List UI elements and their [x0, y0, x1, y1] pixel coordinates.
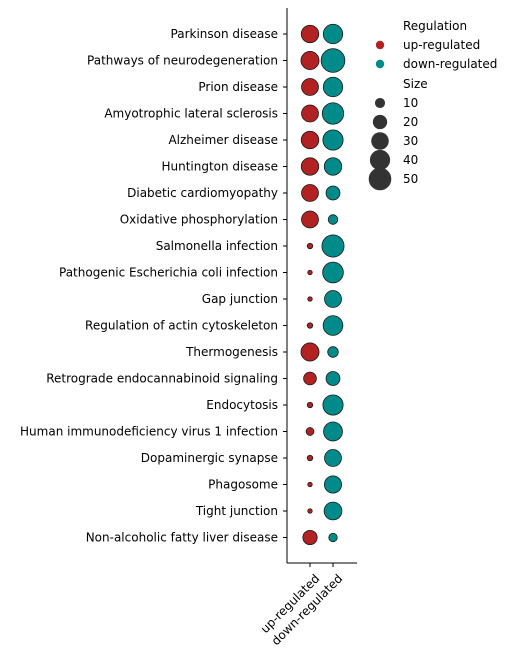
y-tick-label-prion-disease: Prion disease [198, 80, 278, 94]
bubble-down-regulated-diabetic-cardiomyopathy [325, 185, 341, 201]
bubble-up-regulated-tight-junction [307, 508, 313, 514]
legend-size-marker-30 [371, 132, 389, 150]
legend-size-label-50: 50 [403, 172, 418, 186]
legend-color-title: Regulation [403, 19, 467, 33]
y-tick-label-amyotrophic-lateral-sclerosis: Amyotrophic lateral sclerosis [104, 107, 278, 121]
bubble-down-regulated-huntington-disease [323, 157, 343, 176]
bubble-down-regulated-alzheimer-disease [322, 129, 344, 151]
bubble-up-regulated-pathogenic-escherichia-coli-infection [307, 269, 313, 276]
bubbles [300, 23, 346, 546]
legend-size-marker-20 [372, 114, 388, 130]
y-tick-label-tight-junction: Tight junction [195, 504, 278, 518]
legend-size-marker-10 [374, 97, 386, 109]
legend-size-label-40: 40 [403, 153, 418, 167]
bubble-down-regulated-phagosome [323, 475, 343, 494]
bubble-down-regulated-regulation-of-actin-cytoskeleton [322, 315, 344, 336]
y-tick-label-alzheimer-disease: Alzheimer disease [168, 133, 278, 147]
bubble-down-regulated-parkinson-disease [322, 23, 344, 45]
bubble-up-regulated-amyotrophic-lateral-sclerosis [301, 104, 319, 123]
y-tick-label-diabetic-cardiomyopathy: Diabetic cardiomyopathy [127, 186, 278, 200]
y-tick-label-parkinson-disease: Parkinson disease [171, 27, 278, 41]
legend-size-label-30: 30 [403, 134, 418, 148]
legend-size-items: 10 20 30 40 50 [368, 96, 418, 191]
bubble-up-regulated-oxidative-phosphorylation [301, 210, 319, 229]
y-tick-label-dopaminergic-synapse: Dopaminergic synapse [141, 451, 278, 465]
bubble-down-regulated-amyotrophic-lateral-sclerosis [321, 102, 345, 125]
bubble-down-regulated-pathways-of-neurodegeneration [320, 48, 346, 73]
legend-size-title: Size [403, 77, 428, 91]
y-ticks [283, 33, 287, 538]
bubble-up-regulated-non-alcoholic-fatty-liver-disease [302, 529, 318, 546]
bubble-up-regulated-parkinson-disease [300, 24, 320, 44]
y-tick-label-phagosome: Phagosome [208, 478, 278, 492]
legend-marker-down-regulated [375, 59, 385, 69]
bubble-up-regulated-retrograde-endocannabinoid-signaling [303, 371, 317, 386]
y-tick-label-non-alcoholic-fatty-liver-disease: Non-alcoholic fatty liver disease [86, 531, 278, 545]
bubble-up-regulated-phagosome [307, 481, 313, 488]
bubble-down-regulated-thermogenesis [327, 346, 339, 358]
bubble-down-regulated-tight-junction [323, 501, 343, 521]
bubble-up-regulated-dopaminergic-synapse [306, 454, 314, 462]
bubble-up-regulated-pathways-of-neurodegeneration [300, 51, 320, 70]
legend-size-label-20: 20 [403, 115, 418, 129]
legend-size-marker-40 [369, 149, 391, 171]
bubble-down-regulated-oxidative-phosphorylation [327, 214, 339, 225]
bubble-up-regulated-regulation-of-actin-cytoskeleton [306, 322, 314, 329]
bubble-up-regulated-huntington-disease [300, 157, 320, 176]
y-tick-label-gap-junction: Gap junction [202, 292, 278, 306]
bubble-up-regulated-gap-junction [307, 296, 313, 302]
bubble-up-regulated-salmonella-infection [306, 242, 314, 250]
bubble-up-regulated-endocytosis [306, 401, 314, 409]
legend-size-marker-50 [368, 167, 392, 191]
legend-label-down-regulated: down-regulated [403, 57, 497, 71]
legend: Regulation up-regulated down-regulated Si… [368, 19, 497, 191]
legend-marker-up-regulated [375, 40, 385, 50]
axes [286, 8, 357, 564]
legend-color-items: up-regulated down-regulated [375, 38, 497, 71]
y-tick-label-huntington-disease: Huntington disease [161, 160, 278, 174]
bubble-up-regulated-human-immunodeficiency-virus-1-infection [305, 427, 315, 436]
bubble-down-regulated-gap-junction [324, 290, 342, 308]
bubble-down-regulated-human-immunodeficiency-virus-1-infection [323, 421, 343, 442]
y-tick-label-pathogenic-escherichia-coli-infection: Pathogenic Escherichia coli infection [59, 266, 278, 280]
y-tick-label-pathways-of-neurodegeneration: Pathways of neurodegeneration [87, 54, 278, 68]
bubble-up-regulated-alzheimer-disease [300, 130, 320, 150]
bubble-down-regulated-non-alcoholic-fatty-liver-disease [328, 532, 338, 543]
bubble-down-regulated-prion-disease [322, 76, 344, 98]
bubble-up-regulated-prion-disease [301, 78, 319, 96]
y-tick-label-thermogenesis: Thermogenesis [185, 345, 278, 359]
bubble-down-regulated-salmonella-infection [321, 234, 345, 258]
bubble-down-regulated-pathogenic-escherichia-coli-infection [322, 261, 344, 284]
bubble-down-regulated-retrograde-endocannabinoid-signaling [325, 371, 341, 386]
bubble-down-regulated-endocytosis [322, 394, 344, 416]
bubble-up-regulated-thermogenesis [300, 342, 320, 362]
y-tick-label-retrograde-endocannabinoid-signaling: Retrograde endocannabinoid signaling [46, 372, 278, 386]
y-tick-label-human-immunodeficiency-virus-1-infection: Human immunodeficiency virus 1 infection [20, 425, 278, 439]
bubble-up-regulated-diabetic-cardiomyopathy [301, 184, 319, 202]
x-ticks [309, 563, 334, 567]
y-tick-label-oxidative-phosphorylation: Oxidative phosphorylation [120, 213, 278, 227]
legend-size-label-10: 10 [403, 96, 418, 110]
legend-label-up-regulated: up-regulated [403, 38, 480, 52]
y-tick-labels: Parkinson disease Pathways of neurodegene… [20, 27, 278, 545]
y-tick-label-regulation-of-actin-cytoskeleton: Regulation of actin cytoskeleton [85, 319, 278, 333]
y-tick-label-salmonella-infection: Salmonella infection [156, 239, 278, 253]
bubble-down-regulated-dopaminergic-synapse [324, 449, 342, 467]
y-tick-label-endocytosis: Endocytosis [206, 398, 278, 412]
